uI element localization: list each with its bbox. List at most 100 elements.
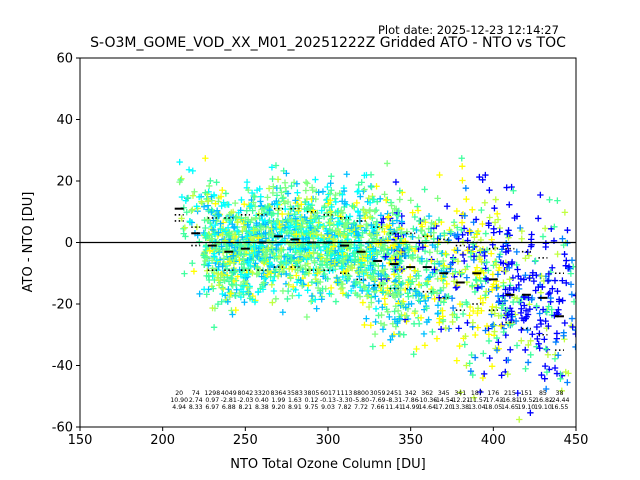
bin-stat-label: 0.40 <box>255 397 269 404</box>
scatter-point <box>561 329 567 335</box>
scatter-point <box>534 324 540 330</box>
scatter-point <box>415 207 421 213</box>
scatter-point <box>529 331 535 337</box>
scatter-point <box>373 207 379 213</box>
scatter-point <box>380 342 386 348</box>
scatter-point <box>456 325 462 331</box>
scatter-point <box>191 189 197 195</box>
scatter-points <box>176 155 579 423</box>
bin-stat-label: 13.04 <box>468 404 486 411</box>
bin-stat-label: -3.30 <box>337 397 353 404</box>
scatter-point <box>232 200 238 206</box>
bin-stat-label: 345 <box>438 390 450 397</box>
scatter-point <box>568 323 574 329</box>
x-tick-label: 350 <box>398 433 423 448</box>
scatter-point <box>493 196 499 202</box>
scatter-point <box>525 359 531 365</box>
scatter-point <box>495 339 501 345</box>
scatter-point <box>443 325 449 331</box>
scatter-point <box>438 326 444 332</box>
scatter-point <box>397 196 403 202</box>
bin-stat-label: 176 <box>487 390 499 397</box>
scatter-point <box>339 285 345 291</box>
scatter-point <box>475 324 481 330</box>
bin-stat-label: -2.81 <box>221 397 237 404</box>
scatter-point <box>280 288 286 294</box>
bin-stat-label: 4049 <box>221 390 237 397</box>
scatter-point <box>461 258 467 264</box>
scatter-point <box>180 226 186 232</box>
scatter-point <box>184 209 190 215</box>
bin-stat-label: 16.55 <box>551 404 569 411</box>
scatter-point <box>258 193 264 199</box>
scatter-point <box>545 352 551 358</box>
y-tick-label: 20 <box>56 175 73 190</box>
scatter-point <box>327 180 333 186</box>
scatter-point <box>320 188 326 194</box>
scatter-point <box>405 293 411 299</box>
scatter-point <box>555 352 561 358</box>
scatter-point <box>552 365 558 371</box>
scatter-point <box>372 208 378 214</box>
scatter-point <box>282 185 288 191</box>
scatter-point <box>179 194 185 200</box>
scatter-point <box>363 315 369 321</box>
scatter-point <box>415 235 421 241</box>
bin-stat-label: 6.88 <box>222 404 236 411</box>
scatter-point <box>264 194 270 200</box>
scatter-point <box>202 225 208 231</box>
bin-stat-label: 8.91 <box>288 404 302 411</box>
scatter-point <box>505 227 511 233</box>
scatter-point <box>510 299 516 305</box>
scatter-point <box>313 305 319 311</box>
scatter-point <box>196 291 202 297</box>
scatter-point <box>527 352 533 358</box>
scatter-point <box>434 195 440 201</box>
scatter-point <box>536 345 542 351</box>
scatter-point <box>498 372 504 378</box>
scatter-point <box>381 295 387 301</box>
bin-stat-label: -0.13 <box>320 397 336 404</box>
scatter-point <box>460 311 466 317</box>
scatter-point <box>480 375 486 381</box>
scatter-point <box>506 201 512 207</box>
scatter-point <box>449 319 455 325</box>
bin-stat-label: 2.74 <box>189 397 203 404</box>
scatter-point <box>304 287 310 293</box>
y-tick-label: -60 <box>52 421 73 436</box>
scatter-point <box>546 197 552 203</box>
scatter-point <box>443 252 449 258</box>
scatter-point <box>496 228 502 234</box>
x-axis-label: NTO Total Ozone Column [DU] <box>230 457 426 472</box>
scatter-point <box>454 357 460 363</box>
scatter-point <box>466 312 472 318</box>
scatter-point <box>194 224 200 230</box>
scatter-point <box>229 311 235 317</box>
bin-count-labels: 2074129840498042332083643583380560171113… <box>170 390 569 411</box>
scatter-point <box>279 211 285 217</box>
scatter-point <box>424 281 430 287</box>
bin-stat-label: 20 <box>175 390 183 397</box>
scatter-point <box>318 247 324 253</box>
bin-stat-label: 19.10 <box>534 404 552 411</box>
bin-stat-label: 6.97 <box>205 404 219 411</box>
y-tick-label: 0 <box>65 236 73 251</box>
bin-stat-label: 14.65 <box>501 404 519 411</box>
scatter-point <box>510 275 516 281</box>
y-axis-label: ATO - NTO [DU] <box>21 192 36 293</box>
scatter-point <box>554 197 560 203</box>
scatter-point <box>370 343 376 349</box>
bin-stat-label: 38 <box>556 390 564 397</box>
scatter-point <box>347 213 353 219</box>
scatter-point <box>378 312 384 318</box>
scatter-point <box>543 244 549 250</box>
y-tick-label: -40 <box>52 359 73 374</box>
bin-stat-label: 7.66 <box>371 404 385 411</box>
scatter-point <box>486 214 492 220</box>
scatter-point <box>361 322 367 328</box>
scatter-point <box>394 217 400 223</box>
scatter-point <box>537 310 543 316</box>
scatter-point <box>469 206 475 212</box>
scatter-point <box>189 207 195 213</box>
scatter-point <box>454 247 460 253</box>
